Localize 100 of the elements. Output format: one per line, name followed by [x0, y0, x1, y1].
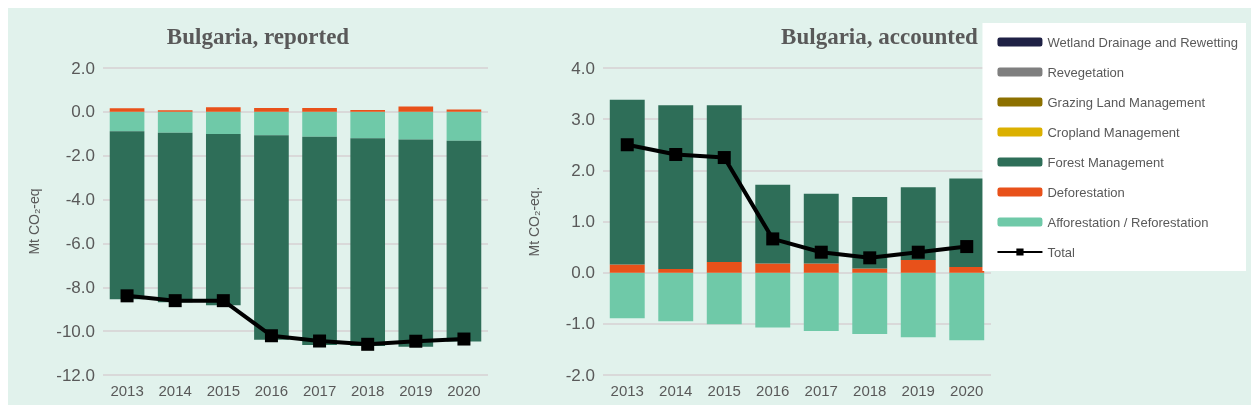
point — [168, 294, 182, 308]
bar — [658, 269, 694, 273]
point — [120, 289, 134, 303]
y-tick-label: -8.0 — [65, 277, 95, 297]
bar — [205, 134, 241, 306]
x-tick-label: 2013 — [610, 382, 644, 399]
legend-label: Grazing Land Management — [1047, 94, 1206, 110]
x-tick-label: 2015 — [707, 382, 741, 399]
x-tick-label: 2016 — [756, 382, 790, 399]
legend-label: Cropland Management — [1047, 124, 1181, 140]
bar — [205, 107, 241, 112]
y-tick-label: 0.0 — [571, 263, 595, 283]
bar — [755, 263, 791, 273]
point — [216, 294, 230, 308]
bar — [852, 268, 888, 273]
x-tick-label: 2014 — [659, 382, 693, 399]
legend-label: Revegetation — [1047, 64, 1125, 80]
x-tick-label: 2017 — [804, 382, 838, 399]
x-tick-label: 2020 — [950, 382, 984, 399]
bar — [706, 261, 742, 273]
bar — [900, 259, 936, 273]
bar — [350, 138, 386, 347]
bar — [446, 109, 482, 112]
y-tick-label: 2.0 — [71, 58, 95, 78]
x-tick-label: 2015 — [206, 382, 240, 399]
x-tick-label: 2019 — [901, 382, 935, 399]
x-tick-label: 2018 — [351, 382, 385, 399]
point — [814, 245, 828, 259]
point — [911, 245, 925, 259]
bar — [254, 135, 289, 340]
y-tick-label: -4.0 — [65, 190, 95, 210]
x-tick-label: 2020 — [447, 382, 481, 399]
bar — [658, 272, 694, 322]
point — [457, 332, 471, 346]
bar — [157, 132, 193, 303]
bar — [949, 267, 985, 273]
x-tick-label: 2018 — [853, 382, 887, 399]
x-tick-label: 2017 — [302, 382, 337, 399]
chart-title: Bulgaria, reported — [166, 24, 350, 49]
x-tick-label: 2016 — [254, 382, 289, 399]
point — [361, 337, 375, 351]
point — [264, 329, 278, 343]
point — [409, 334, 423, 348]
bar — [609, 264, 645, 273]
bar — [205, 111, 241, 135]
point — [766, 232, 780, 246]
x-tick-label: 2014 — [158, 382, 192, 399]
bar — [658, 105, 694, 270]
point — [717, 151, 731, 165]
bar — [254, 107, 289, 112]
y-tick-label: -12.0 — [56, 365, 95, 385]
y-tick-label: 3.0 — [571, 109, 595, 129]
y-tick-label: -10.0 — [56, 321, 95, 341]
point — [669, 147, 683, 161]
chart-title: Bulgaria, accounted — [781, 24, 979, 49]
legend-label: Forest Management — [1047, 154, 1165, 170]
bar — [109, 111, 145, 132]
bar — [302, 107, 337, 112]
y-tick-label: -2.0 — [65, 146, 95, 166]
bar — [109, 131, 145, 300]
y-tick-label: 1.0 — [571, 212, 595, 231]
bar — [446, 111, 482, 141]
legend-label: Wetland Drainage and Rewetting — [1047, 34, 1238, 50]
bar — [803, 272, 839, 331]
bar — [706, 105, 742, 262]
bar — [949, 272, 985, 341]
point — [620, 138, 634, 152]
y-tick-label: 4.0 — [571, 58, 595, 78]
legend-label: Afforestation / Reforestation — [1047, 214, 1209, 230]
y-tick-label: 0.0 — [71, 102, 95, 122]
bar — [755, 272, 791, 328]
bar — [398, 139, 434, 347]
bar — [254, 111, 289, 136]
point — [863, 251, 877, 265]
bar — [350, 111, 386, 139]
legend-label: Deforestation — [1047, 184, 1125, 200]
bar — [302, 136, 337, 345]
bar — [900, 272, 936, 338]
bar — [803, 263, 839, 273]
y-tick-label: -1.0 — [565, 314, 595, 334]
bar — [398, 111, 434, 140]
y-tick-label: 2.0 — [571, 160, 595, 180]
y-axis-title: Mt CO₂-eq — [26, 188, 42, 255]
bar — [609, 272, 645, 319]
bar — [706, 272, 742, 325]
y-tick-label: -6.0 — [65, 233, 95, 253]
bar — [852, 272, 888, 335]
legend-label: Total — [1047, 244, 1076, 260]
x-tick-label: 2019 — [399, 382, 433, 399]
bar — [398, 106, 434, 112]
bar — [609, 99, 645, 265]
bar — [157, 111, 193, 133]
point — [313, 334, 327, 348]
bar — [446, 140, 482, 342]
y-axis-title: Mt CO₂-eq. — [526, 186, 542, 257]
bar — [109, 108, 145, 112]
y-tick-label: -2.0 — [565, 365, 595, 385]
bar — [302, 111, 337, 137]
x-tick-label: 2013 — [110, 382, 144, 399]
point — [960, 240, 974, 254]
